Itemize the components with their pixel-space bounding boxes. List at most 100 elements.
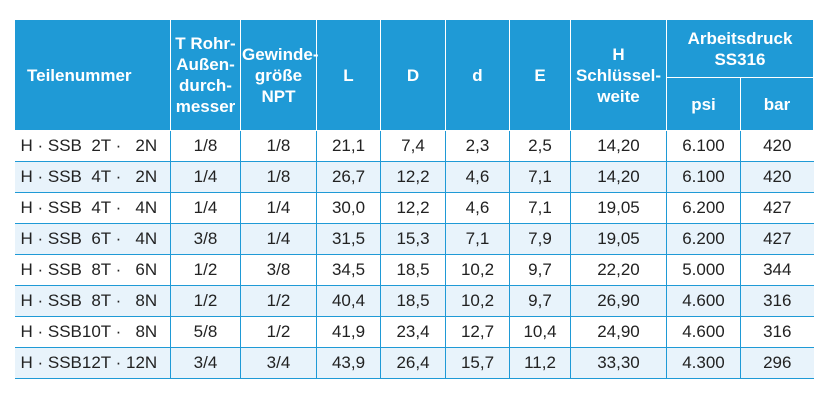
table-body: H · SSB 2T · 2N 1/8 1/8 21,1 7,4 2,3 2,5 14,20 6…	[14, 130, 814, 379]
cell-wrench-size: 14,20	[570, 130, 667, 162]
cell-bar: 316	[740, 316, 814, 348]
cell-wrench-size: 26,90	[570, 285, 667, 317]
cell-thread-size: 3/8	[240, 254, 317, 286]
header-working-pressure: Arbeitsdruck SS316	[666, 19, 814, 78]
cell-part-number: H · SSB 4T · 4N	[14, 192, 171, 224]
cell-d-upper: 12,2	[380, 161, 446, 193]
table-row: H · SSB 4T · 2N 1/4 1/8 26,7 12,2 4,6 7,1 14,20…	[14, 161, 814, 193]
header-d-upper: D	[380, 19, 446, 131]
cell-e: 7,1	[509, 161, 571, 193]
cell-d-lower: 2,3	[445, 130, 510, 162]
table-row: H · SSB 8T · 8N 1/2 1/2 40,4 18,5 10,2 9,7 26,9…	[14, 285, 814, 317]
cell-tube-od: 3/8	[170, 223, 241, 255]
cell-bar: 296	[740, 347, 814, 379]
cell-tube-od: 1/4	[170, 161, 241, 193]
header-working-pressure-label: Arbeitsdruck SS316	[687, 28, 793, 69]
cell-thread-size: 1/4	[240, 223, 317, 255]
cell-bar: 316	[740, 285, 814, 317]
cell-l: 26,7	[316, 161, 381, 193]
table-row: H · SSB 2T · 2N 1/8 1/8 21,1 7,4 2,3 2,5 14,20 6…	[14, 130, 814, 162]
cell-d-lower: 4,6	[445, 161, 510, 193]
cell-bar: 427	[740, 223, 814, 255]
cell-l: 34,5	[316, 254, 381, 286]
cell-d-upper: 15,3	[380, 223, 446, 255]
spec-table: Teilenummer T Rohr- Außen-durch-messer Ge…	[14, 19, 814, 379]
cell-psi: 6.200	[666, 192, 741, 224]
table-row: H · SSB12T · 12N 3/4 3/4 43,9 26,4 15,7 11,2 33…	[14, 347, 814, 379]
cell-l: 40,4	[316, 285, 381, 317]
cell-bar: 344	[740, 254, 814, 286]
cell-tube-od: 3/4	[170, 347, 241, 379]
cell-d-upper: 18,5	[380, 285, 446, 317]
cell-tube-od: 1/2	[170, 285, 241, 317]
cell-thread-size: 1/2	[240, 316, 317, 348]
header-thread-size: Gewinde-größe NPT	[240, 19, 319, 131]
cell-l: 30,0	[316, 192, 381, 224]
header-wrench-size-label: H Schlüssel-weite	[575, 44, 662, 106]
cell-wrench-size: 19,05	[570, 223, 667, 255]
cell-psi: 4.300	[666, 347, 741, 379]
cell-d-lower: 15,7	[445, 347, 510, 379]
cell-thread-size: 1/2	[240, 285, 317, 317]
cell-wrench-size: 14,20	[570, 161, 667, 193]
cell-d-lower: 7,1	[445, 223, 510, 255]
table-header: Teilenummer T Rohr- Außen-durch-messer Ge…	[14, 19, 814, 131]
cell-wrench-size: 24,90	[570, 316, 667, 348]
cell-e: 11,2	[509, 347, 571, 379]
cell-psi: 6.200	[666, 223, 741, 255]
cell-d-upper: 12,2	[380, 192, 446, 224]
cell-e: 9,7	[509, 285, 571, 317]
cell-wrench-size: 22,20	[570, 254, 667, 286]
table-row: H · SSB 8T · 6N 1/2 3/8 34,5 18,5 10,2 9,7 22,2…	[14, 254, 814, 286]
cell-l: 21,1	[316, 130, 381, 162]
cell-psi: 5.000	[666, 254, 741, 286]
cell-d-lower: 10,2	[445, 254, 510, 286]
cell-thread-size: 1/8	[240, 161, 317, 193]
table-row: H · SSB 4T · 4N 1/4 1/4 30,0 12,2 4,6 7,1 19,05…	[14, 192, 814, 224]
cell-e: 10,4	[509, 316, 571, 348]
header-part-number: Teilenummer	[14, 19, 171, 131]
table-row: H · SSB 6T · 4N 3/8 1/4 31,5 15,3 7,1 7,9 19,05…	[14, 223, 814, 255]
cell-tube-od: 1/4	[170, 192, 241, 224]
cell-e: 2,5	[509, 130, 571, 162]
header-wrench-size: H Schlüssel-weite	[570, 19, 667, 131]
cell-bar: 420	[740, 161, 814, 193]
header-l: L	[316, 19, 381, 131]
cell-psi: 6.100	[666, 161, 741, 193]
cell-d-upper: 18,5	[380, 254, 446, 286]
cell-d-lower: 12,7	[445, 316, 510, 348]
cell-e: 7,1	[509, 192, 571, 224]
cell-part-number: H · SSB 2T · 2N	[14, 130, 171, 162]
cell-d-upper: 26,4	[380, 347, 446, 379]
cell-e: 7,9	[509, 223, 571, 255]
cell-d-lower: 4,6	[445, 192, 510, 224]
cell-d-upper: 7,4	[380, 130, 446, 162]
header-tube-od-label: T Rohr- Außen-durch-messer	[175, 34, 236, 116]
cell-bar: 427	[740, 192, 814, 224]
cell-wrench-size: 19,05	[570, 192, 667, 224]
cell-l: 41,9	[316, 316, 381, 348]
spec-table-container: Teilenummer T Rohr- Außen-durch-messer Ge…	[14, 19, 814, 379]
cell-bar: 420	[740, 130, 814, 162]
cell-part-number: H · SSB 8T · 6N	[14, 254, 171, 286]
cell-thread-size: 1/8	[240, 130, 317, 162]
header-bar: bar	[740, 77, 814, 131]
cell-d-lower: 10,2	[445, 285, 510, 317]
cell-psi: 6.100	[666, 130, 741, 162]
header-psi: psi	[666, 77, 741, 131]
cell-l: 43,9	[316, 347, 381, 379]
cell-part-number: H · SSB 4T · 2N	[14, 161, 171, 193]
header-e: E	[509, 19, 571, 131]
cell-psi: 4.600	[666, 285, 741, 317]
cell-tube-od: 5/8	[170, 316, 241, 348]
cell-psi: 4.600	[666, 316, 741, 348]
cell-part-number: H · SSB10T · 8N	[14, 316, 171, 348]
cell-thread-size: 3/4	[240, 347, 317, 379]
cell-tube-od: 1/8	[170, 130, 241, 162]
header-thread-size-label: Gewinde-größe NPT	[242, 44, 319, 106]
cell-wrench-size: 33,30	[570, 347, 667, 379]
cell-part-number: H · SSB 8T · 8N	[14, 285, 171, 317]
cell-part-number: H · SSB12T · 12N	[14, 347, 171, 379]
header-tube-od: T Rohr- Außen-durch-messer	[170, 19, 241, 131]
header-d-lower: d	[445, 19, 510, 131]
